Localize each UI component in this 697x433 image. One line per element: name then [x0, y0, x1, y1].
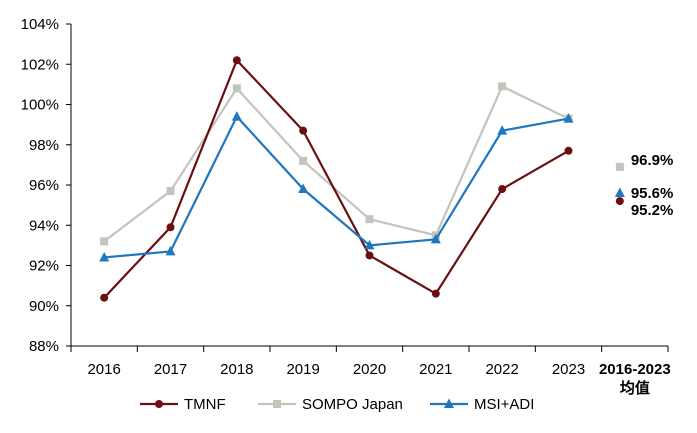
data-point [365, 251, 374, 260]
x-tick-label: 2019 [286, 361, 319, 378]
data-point [497, 125, 508, 135]
average-label: 95.6% [631, 185, 674, 202]
y-tick-label: 100% [21, 97, 59, 114]
y-tick-label: 102% [21, 56, 59, 73]
average-markers: 95.2% 96.9% 95.6% [614, 152, 674, 219]
legend-marker [273, 400, 281, 408]
x-tick-label: 2020 [353, 361, 386, 378]
series-line [103, 58, 570, 299]
legend-label: MSI+ADI [474, 396, 534, 413]
data-point [166, 223, 175, 232]
data-point [298, 183, 309, 194]
data-point [498, 185, 507, 194]
average-label: 96.9% [631, 152, 674, 169]
data-point [232, 56, 241, 65]
series-tmnf [100, 56, 573, 302]
y-tick-label: 98% [29, 137, 59, 154]
y-tick-label: 90% [29, 298, 59, 315]
data-point [299, 156, 308, 165]
series-line [104, 114, 569, 259]
legend-marker [444, 398, 454, 408]
x-tick-label: 2018 [220, 361, 253, 378]
average-label: 95.2% [631, 202, 674, 219]
data-point [431, 289, 440, 298]
data-point [99, 251, 110, 262]
average-marker [615, 197, 624, 206]
data-point [232, 84, 241, 93]
chart-axes [70, 24, 669, 352]
y-axis-ticks: 88% 90% 92% 94% 96% 98% 100% 102% 104% [21, 16, 71, 355]
data-point [365, 215, 374, 224]
data-point [430, 233, 441, 244]
x-tick-label: 2021 [419, 361, 452, 378]
average-marker [615, 162, 624, 171]
series-msi-adi [99, 111, 574, 262]
average-marker [614, 187, 625, 198]
x-tick-label-summary-line1: 2016-2023 [599, 361, 671, 378]
x-tick-label-summary-line2: 均值 [620, 379, 650, 397]
data-point [564, 146, 573, 155]
data-point [498, 82, 507, 91]
y-tick-label: 104% [21, 16, 59, 33]
series-sompo-japan [100, 82, 573, 246]
y-tick-label: 96% [29, 177, 59, 194]
legend-item: MSI+ADI [430, 396, 534, 413]
x-tick-label: 2022 [485, 361, 518, 378]
data-point [100, 293, 109, 302]
series-layer [99, 56, 574, 302]
data-point [299, 126, 308, 135]
legend-item: TMNF [140, 396, 226, 413]
legend-item: SOMPO Japan [258, 396, 403, 413]
y-tick-label: 92% [29, 258, 59, 275]
y-tick-label: 94% [29, 217, 59, 234]
y-tick-label: 88% [29, 338, 59, 355]
data-point [231, 111, 242, 121]
data-point [166, 187, 175, 196]
x-tick-label: 2016 [87, 361, 120, 378]
data-point [165, 245, 176, 256]
legend-label: SOMPO Japan [302, 396, 403, 413]
x-axis-ticks: 2016-2023 均值 2016 2017 2018 2019 2020 2021 202… [87, 361, 670, 397]
data-point [364, 239, 375, 250]
series-line [103, 84, 569, 243]
legend: TMNF SOMPO Japan MSI+ADI [140, 396, 534, 413]
data-point [563, 113, 574, 123]
x-tick-label: 2023 [552, 361, 585, 378]
legend-marker [155, 400, 163, 408]
legend-label: TMNF [184, 396, 226, 413]
x-tick-label: 2017 [154, 361, 187, 378]
data-point [100, 237, 109, 246]
